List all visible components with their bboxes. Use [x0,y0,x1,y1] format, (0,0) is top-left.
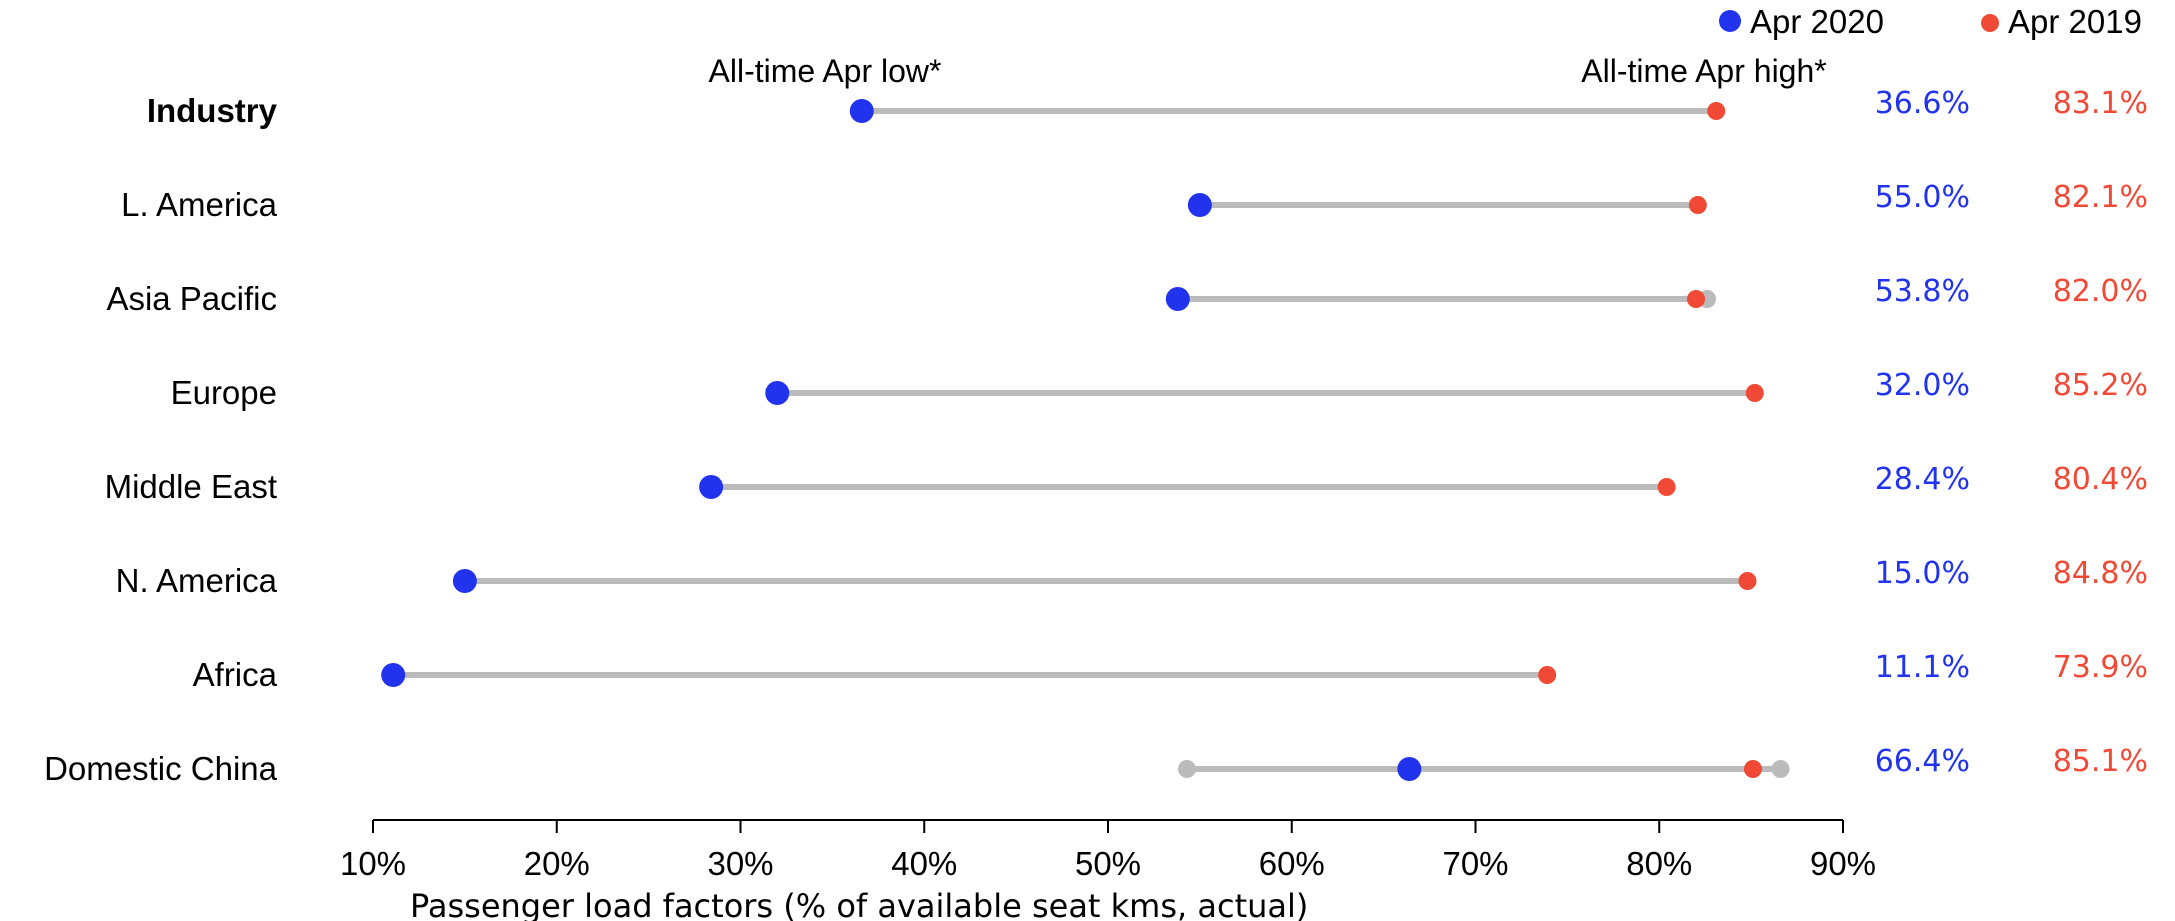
legend-label-apr-2019: Apr 2019 [2008,3,2142,40]
apr-2020-point [381,663,406,687]
category-label-asia-pacific: Asia Pacific [106,280,277,317]
x-tick-label: 20% [524,845,590,882]
apr-2020-point [1187,193,1212,217]
apr-2019-value: 85.2% [2053,368,2148,403]
category-label-n-america: N. America [116,562,278,599]
category-labels: Industry L. America Asia Pacific Europe Midd… [44,92,278,787]
apr-2019-point [1745,384,1764,402]
annotation-all-time-low: All-time Apr low* [709,53,942,89]
apr-2020-value: 36.6% [1875,86,1970,121]
apr-2019-point [1687,290,1705,308]
x-tick-label: 10% [340,845,406,882]
legend-label-apr-2020: Apr 2020 [1750,3,1884,40]
apr-2019-point [1538,666,1557,684]
dumbbell-lines [393,108,1781,772]
category-label-industry: Industry [147,92,278,129]
apr-2020-point [1397,757,1422,781]
apr-2019-value: 80.4% [2053,462,2148,497]
category-label-africa: Africa [193,656,278,693]
apr-2019-value: 82.1% [2053,180,2148,215]
apr-2020-point [849,99,874,123]
x-tick-label: 70% [1442,845,1508,882]
x-tick-label: 90% [1810,845,1876,882]
apr-2019-value: 82.0% [2053,274,2148,309]
category-label-l-america: L. America [121,186,278,223]
apr-2020-value: 15.0% [1875,556,1970,591]
annotations: All-time Apr low* All-time Apr high* [709,53,1827,89]
category-label-europe: Europe [171,374,277,411]
legend: Apr 2020 Apr 2019 [1719,3,2142,40]
apr-2019-value: 85.1% [2053,744,2148,779]
x-tick-label: 80% [1626,845,1692,882]
x-tick-label: 60% [1259,845,1325,882]
apr-2020-value: 32.0% [1875,368,1970,403]
apr-2020-value: 53.8% [1875,274,1970,309]
x-tick-label: 50% [1075,845,1141,882]
all-time-low-point [1178,760,1197,778]
legend-marker-apr-2019 [1981,14,1999,32]
apr-2020-value: 66.4% [1875,744,1970,779]
apr-2020-value: 11.1% [1875,650,1970,685]
apr-2019-point [1707,102,1726,120]
x-axis-title: Passenger load factors (% of available s… [410,887,1308,921]
apr-2020-point [699,475,724,499]
all-time-high-point [1771,760,1790,778]
data-points [381,99,1790,781]
category-label-domestic-china: Domestic China [44,750,278,787]
apr-2019-value: 83.1% [2053,86,2148,121]
apr-2020-point [1165,287,1190,311]
legend-marker-apr-2020 [1719,10,1741,32]
category-label-middle-east: Middle East [105,468,277,505]
apr-2019-value: 73.9% [2053,650,2148,685]
x-tick-label: 30% [707,845,773,882]
apr-2020-value: 28.4% [1875,462,1970,497]
x-axis: 10% 20% 30% 40% 50% 60% 70% 80% 90% Passenger loa… [340,819,1876,921]
apr-2019-point [1738,572,1757,590]
apr-2020-value: 55.0% [1875,180,1970,215]
apr-2020-point [452,569,477,593]
apr-2019-point [1743,760,1762,778]
apr-2020-point [765,381,790,405]
apr-2019-value: 84.8% [2053,556,2148,591]
annotation-all-time-high: All-time Apr high* [1581,53,1826,89]
apr-2019-point [1688,196,1707,214]
apr-2019-point [1657,478,1676,496]
x-tick-label: 40% [891,845,957,882]
value-labels: 36.6% 83.1% 55.0% 82.1% 53.8% 82.0% 32.0% 85.2%… [1875,86,2148,779]
